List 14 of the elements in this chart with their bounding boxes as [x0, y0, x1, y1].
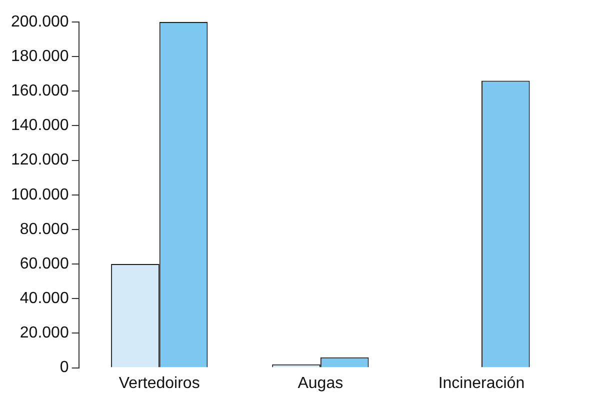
y-tick-label: 20.000 [20, 324, 69, 342]
y-tick-label: 200.000 [10, 13, 69, 30]
y-tick-label: 0 [60, 359, 69, 376]
x-tick-label: Incineración [438, 374, 525, 392]
y-tick-label: 160.000 [10, 82, 69, 100]
x-tick-label: Augas [298, 374, 344, 392]
x-tick-label: Vertedoiros [118, 374, 200, 392]
y-tick-label: 120.000 [10, 152, 69, 169]
y-tick-label: 80.000 [20, 220, 69, 238]
y-tick-label: 60.000 [20, 255, 69, 272]
y-tick-label: 100.000 [10, 186, 69, 204]
y-tick-label: 140.000 [10, 117, 69, 134]
y-tick-label: 180.000 [10, 48, 69, 65]
y-tick-label: 40.000 [20, 290, 69, 308]
